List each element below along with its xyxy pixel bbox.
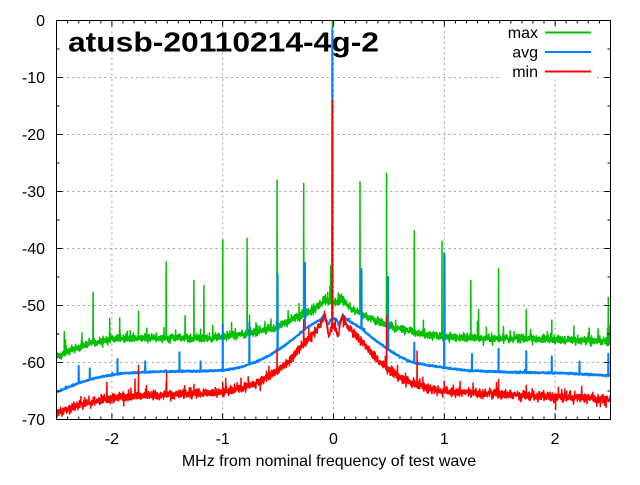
- svg-text:min: min: [512, 64, 538, 81]
- svg-text:-60: -60: [22, 355, 45, 372]
- svg-text:-50: -50: [22, 298, 45, 315]
- svg-text:1: 1: [440, 431, 449, 448]
- svg-text:-20: -20: [22, 127, 45, 144]
- svg-text:atusb-20110214-4g-2: atusb-20110214-4g-2: [68, 27, 379, 58]
- svg-text:-1: -1: [216, 431, 230, 448]
- svg-text:2: 2: [551, 431, 560, 448]
- svg-text:0: 0: [329, 431, 338, 448]
- svg-text:-10: -10: [22, 70, 45, 87]
- svg-text:-70: -70: [22, 412, 45, 429]
- svg-text:0: 0: [36, 13, 45, 30]
- svg-text:-30: -30: [22, 184, 45, 201]
- svg-text:max: max: [508, 25, 538, 42]
- svg-text:avg: avg: [512, 45, 538, 62]
- svg-text:-2: -2: [105, 431, 119, 448]
- svg-text:MHz from nominal frequency of: MHz from nominal frequency of test wave: [182, 453, 476, 470]
- svg-text:-40: -40: [22, 241, 45, 258]
